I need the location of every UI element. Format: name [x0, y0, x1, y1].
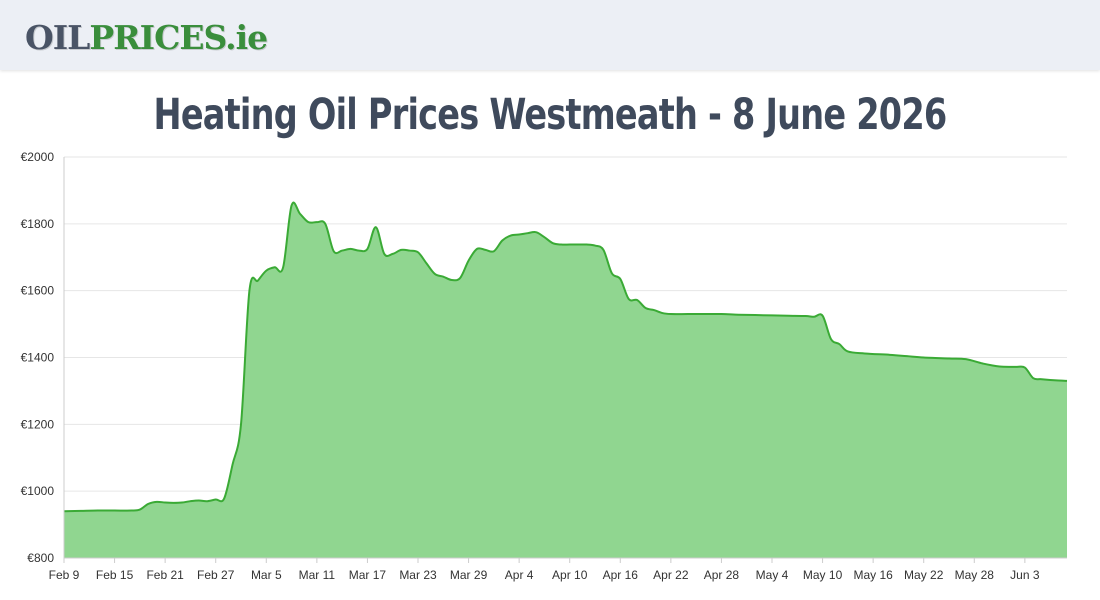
- logo-tld-text: .ie: [225, 18, 268, 57]
- x-tick-label: Feb 27: [197, 568, 235, 582]
- y-tick-label: €1800: [21, 217, 55, 231]
- x-tick-label: Apr 28: [704, 568, 740, 582]
- site-logo[interactable]: OILPRICES.ie: [25, 18, 268, 58]
- y-tick-label: €1200: [21, 417, 55, 431]
- x-tick-label: Apr 16: [603, 568, 639, 582]
- y-tick-label: €1600: [21, 284, 55, 298]
- x-tick-label: Feb 21: [146, 568, 184, 582]
- price-area: [63, 201, 1068, 558]
- price-chart: €800 €1000 €1200 €1400 €1600 €1800 €2000 Feb 9…: [21, 150, 1068, 582]
- x-tick-label: May 16: [853, 568, 893, 582]
- x-tick-label: May 4: [756, 568, 789, 582]
- x-tick-label: May 28: [955, 568, 995, 582]
- y-tick-labels: €800 €1000 €1200 €1400 €1600 €1800 €2000: [21, 150, 55, 565]
- x-tick-label: Mar 29: [450, 568, 488, 582]
- header-bar: OILPRICES.ie: [0, 0, 1100, 70]
- x-tick-label: May 10: [803, 568, 843, 582]
- x-tick-label: Apr 4: [505, 568, 534, 582]
- price-line: [63, 201, 1068, 513]
- x-tick-label: Feb 15: [96, 568, 134, 582]
- x-tick-label: Mar 23: [399, 568, 437, 582]
- y-tick-label: €2000: [21, 150, 55, 164]
- x-tick-label: Apr 10: [552, 568, 588, 582]
- x-tick-label: Jun 3: [1010, 568, 1040, 582]
- x-tick-label: Mar 11: [299, 568, 336, 582]
- y-tick-label: €1400: [21, 351, 55, 365]
- x-tick-label: Apr 22: [653, 568, 689, 582]
- axes: [63, 157, 1067, 563]
- x-tick-label: Mar 17: [349, 568, 387, 582]
- x-tick-label: Feb 9: [49, 568, 80, 582]
- y-tick-label: €1000: [21, 484, 55, 498]
- page-title: Heating Oil Prices Westmeath - 8 June 20…: [153, 90, 948, 140]
- x-tick-label: May 22: [904, 568, 944, 582]
- logo-oil-text: OIL: [25, 18, 90, 57]
- x-tick-label: Mar 5: [251, 568, 282, 582]
- logo-prices-text: PRICES: [89, 18, 226, 57]
- price-area-fill: [64, 202, 1067, 558]
- x-tick-labels: Feb 9 Feb 15 Feb 21 Feb 27 Mar 5 Mar 11 Mar 17…: [49, 568, 1040, 582]
- y-tick-label: €800: [27, 551, 54, 565]
